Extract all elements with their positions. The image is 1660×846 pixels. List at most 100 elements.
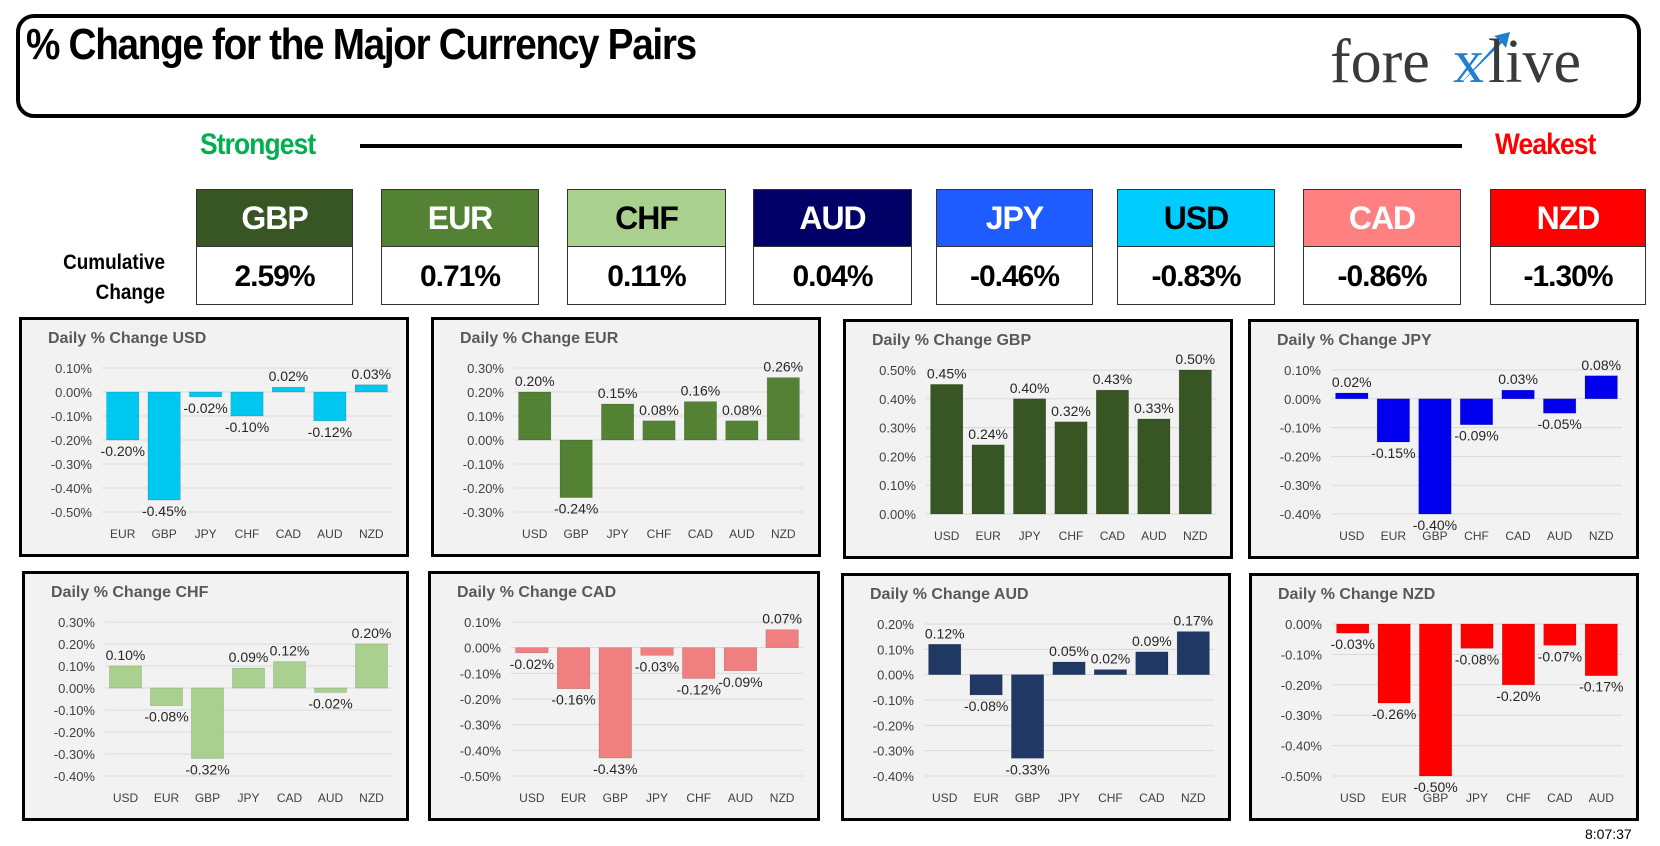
y-tick-label: 0.10% xyxy=(464,615,501,630)
bar xyxy=(150,687,183,706)
currency-code: EUR xyxy=(382,190,538,247)
x-tick-label: NZD xyxy=(770,791,795,805)
y-tick-label: 0.10% xyxy=(879,478,916,493)
y-tick-label: -0.40% xyxy=(873,769,915,784)
y-tick-label: -0.10% xyxy=(1281,647,1323,662)
x-tick-label: AUD xyxy=(1589,791,1615,805)
bar xyxy=(1011,674,1044,759)
x-tick-label: NZD xyxy=(1589,529,1614,543)
x-tick-label: NZD xyxy=(1181,791,1206,805)
y-tick-label: -0.50% xyxy=(460,769,502,784)
x-tick-label: AUD xyxy=(1141,529,1167,543)
x-tick-label: JPY xyxy=(646,791,668,805)
data-label: -0.02% xyxy=(183,400,227,416)
chart-title: Daily % Change CAD xyxy=(457,584,617,601)
data-label: 0.09% xyxy=(229,649,269,665)
svg-text:fore: fore xyxy=(1330,28,1430,96)
y-tick-label: -0.40% xyxy=(1281,739,1323,754)
bar xyxy=(1584,623,1618,676)
data-label: -0.12% xyxy=(677,681,721,697)
currency-box-jpy: JPY -0.46% xyxy=(936,189,1093,305)
chart-jpy: Daily % Change JPY -0.40% -0.30% -0.20% -0.1… xyxy=(1248,319,1639,559)
x-tick-label: GBP xyxy=(195,791,220,805)
x-tick-label: CHF xyxy=(235,527,260,541)
bar xyxy=(684,401,717,441)
y-tick-label: 0.10% xyxy=(1284,363,1321,378)
y-tick-label: -0.20% xyxy=(54,725,96,740)
y-tick-label: 0.50% xyxy=(879,363,916,378)
cumulative-value: 2.59% xyxy=(234,260,315,293)
bar xyxy=(1418,398,1452,515)
x-tick-label: AUD xyxy=(318,791,344,805)
y-tick-label: -0.20% xyxy=(873,718,915,733)
y-tick-label: 0.20% xyxy=(58,637,95,652)
bar xyxy=(273,661,306,689)
bar xyxy=(559,439,593,498)
cumulative-value: 0.11% xyxy=(607,260,686,293)
bar xyxy=(354,384,388,393)
x-tick-label: USD xyxy=(1339,529,1365,543)
bar xyxy=(1096,389,1129,515)
x-tick-label: NZD xyxy=(359,791,384,805)
bar xyxy=(723,647,757,672)
y-tick-label: 0.00% xyxy=(58,681,95,696)
bar xyxy=(1501,389,1535,400)
data-label: 0.20% xyxy=(352,625,392,641)
x-tick-label: JPY xyxy=(1019,529,1041,543)
data-label: -0.16% xyxy=(551,692,595,708)
chart-eur: Daily % Change EUR -0.30% -0.20% -0.10% 0.00… xyxy=(431,317,821,557)
y-tick-label: -0.30% xyxy=(51,457,93,472)
x-tick-label: GBP xyxy=(603,791,628,805)
currency-box-aud: AUD 0.04% xyxy=(753,189,912,305)
y-tick-label: -0.30% xyxy=(54,747,96,762)
currency-code: USD xyxy=(1118,190,1274,247)
strength-line xyxy=(360,144,1462,148)
x-tick-label: EUR xyxy=(1381,791,1407,805)
bar xyxy=(969,674,1003,696)
data-label: -0.05% xyxy=(1537,416,1581,432)
title-box xyxy=(16,14,1641,118)
data-label: 0.12% xyxy=(925,625,965,641)
page-title: % Change for the Major Currency Pairs xyxy=(26,20,697,69)
chart-title: Daily % Change GBP xyxy=(872,332,1032,349)
currency-box-gbp: GBP 2.59% xyxy=(196,189,353,305)
data-label: 0.40% xyxy=(1010,380,1050,396)
y-tick-label: -0.20% xyxy=(463,481,505,496)
bar xyxy=(682,647,716,679)
currency-code: GBP xyxy=(197,190,352,247)
currency-box-chf: CHF 0.11% xyxy=(567,189,726,305)
bar xyxy=(1543,623,1577,646)
cumulative-value: -0.46% xyxy=(969,260,1060,293)
data-label: -0.15% xyxy=(1371,445,1415,461)
bar xyxy=(313,391,347,422)
cumulative-value: -0.86% xyxy=(1337,260,1427,293)
x-tick-label: CAD xyxy=(1100,529,1126,543)
currency-box-nzd: NZD -1.30% xyxy=(1490,189,1646,305)
x-tick-label: EUR xyxy=(154,791,180,805)
bar xyxy=(1176,631,1210,675)
chart-title: Daily % Change CHF xyxy=(51,584,209,601)
chart-gbp: Daily % Change GBP 0.00% 0.10% 0.20% 0.30% 0.… xyxy=(843,319,1233,559)
bar xyxy=(598,647,632,759)
bar xyxy=(189,391,222,398)
cumulative-value: 0.04% xyxy=(792,260,873,293)
data-label: 0.10% xyxy=(106,647,146,663)
bar xyxy=(232,667,265,689)
data-label: 0.03% xyxy=(1498,371,1538,387)
x-tick-label: CHF xyxy=(1506,791,1531,805)
bar xyxy=(1135,651,1169,675)
chart-title: Daily % Change JPY xyxy=(1277,332,1432,349)
x-tick-label: USD xyxy=(519,791,545,805)
bar xyxy=(272,386,305,393)
x-tick-label: USD xyxy=(1340,791,1366,805)
x-tick-label: EUR xyxy=(561,791,587,805)
x-tick-label: USD xyxy=(113,791,139,805)
y-tick-label: -0.30% xyxy=(460,718,502,733)
x-tick-label: JPY xyxy=(607,527,629,541)
bar xyxy=(191,687,224,759)
bar xyxy=(314,687,347,693)
bar xyxy=(515,647,549,654)
data-label: 0.32% xyxy=(1051,403,1091,419)
bar xyxy=(1460,398,1493,425)
y-tick-label: 0.00% xyxy=(55,385,92,400)
